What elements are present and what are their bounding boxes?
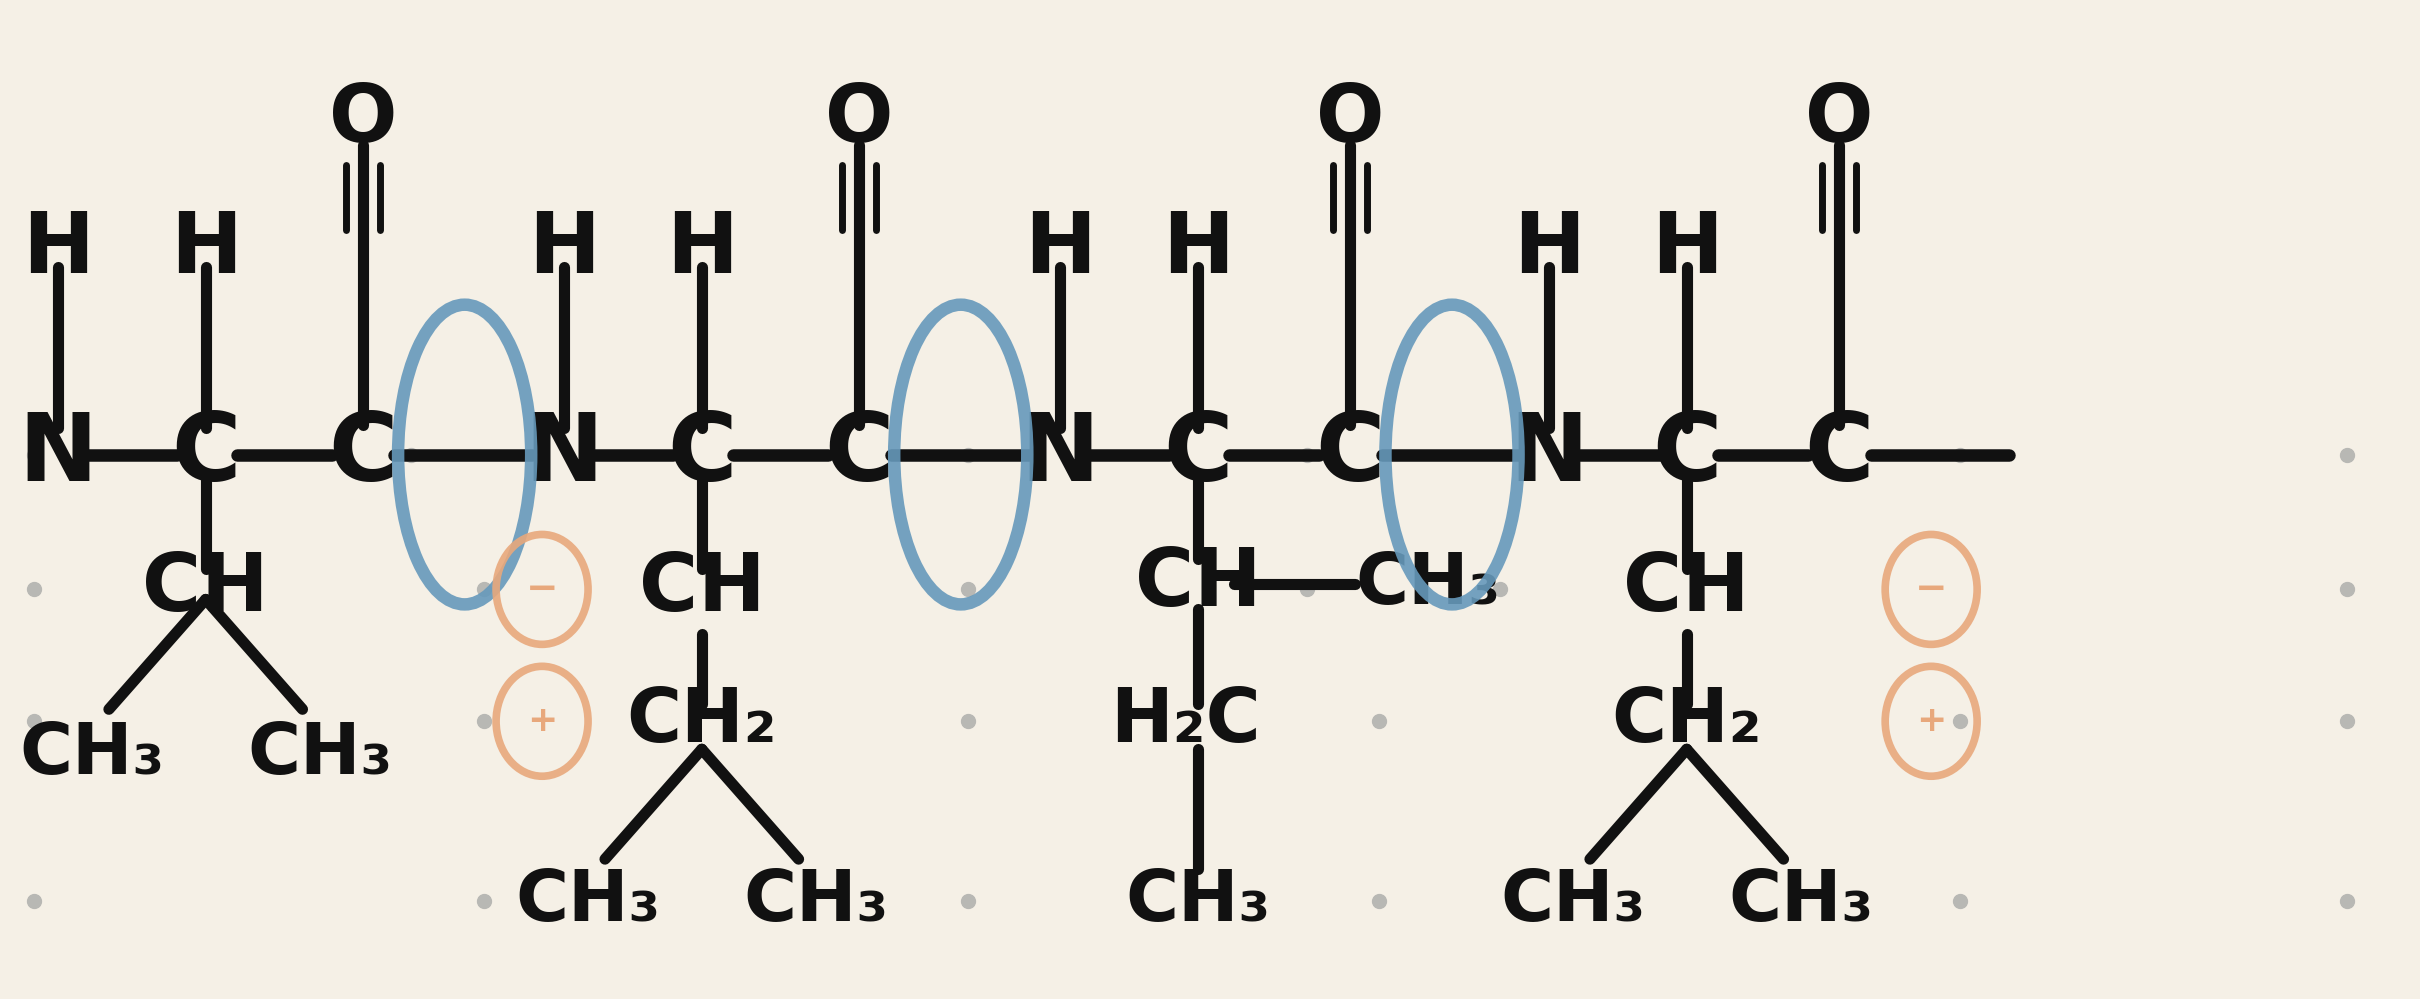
Text: CH₃: CH₃ [1355, 549, 1500, 619]
Text: H₂C: H₂C [1111, 684, 1261, 758]
Text: C: C [825, 409, 893, 500]
Text: O: O [1316, 81, 1384, 159]
Text: N: N [1510, 409, 1588, 500]
Text: H: H [1024, 208, 1096, 292]
Text: C: C [1316, 409, 1384, 500]
Text: H: H [1162, 208, 1234, 292]
Text: H: H [169, 208, 242, 292]
Text: H: H [666, 208, 738, 292]
Text: −: − [1914, 570, 1948, 608]
Text: CH: CH [143, 550, 269, 628]
Text: CH₃: CH₃ [247, 719, 392, 789]
Text: O: O [329, 81, 397, 159]
Text: C: C [1164, 409, 1232, 500]
Text: CH: CH [639, 550, 765, 628]
Text: N: N [1021, 409, 1099, 500]
Text: CH: CH [1624, 550, 1750, 628]
Text: C: C [1653, 409, 1721, 500]
Text: +: + [528, 704, 557, 738]
Text: +: + [1917, 704, 1946, 738]
Text: C: C [668, 409, 736, 500]
Text: O: O [825, 81, 893, 159]
Text: CH₃: CH₃ [1125, 866, 1270, 936]
Text: C: C [329, 409, 397, 500]
Text: C: C [1805, 409, 1873, 500]
Text: CH₃: CH₃ [515, 866, 661, 936]
Text: H: H [1650, 208, 1723, 292]
Text: N: N [525, 409, 603, 500]
Text: H: H [528, 208, 600, 292]
Text: −: − [525, 570, 559, 608]
Text: N: N [19, 409, 97, 500]
Text: CH₃: CH₃ [743, 866, 888, 936]
Text: CH: CH [1135, 545, 1261, 623]
Text: C: C [172, 409, 240, 500]
Text: CH₃: CH₃ [1500, 866, 1646, 936]
Text: CH₂: CH₂ [627, 684, 777, 758]
Text: CH₃: CH₃ [19, 719, 165, 789]
Text: CH₂: CH₂ [1612, 684, 1762, 758]
Text: H: H [1512, 208, 1585, 292]
Text: H: H [22, 208, 94, 292]
Text: CH₃: CH₃ [1728, 866, 1873, 936]
Text: O: O [1805, 81, 1873, 159]
